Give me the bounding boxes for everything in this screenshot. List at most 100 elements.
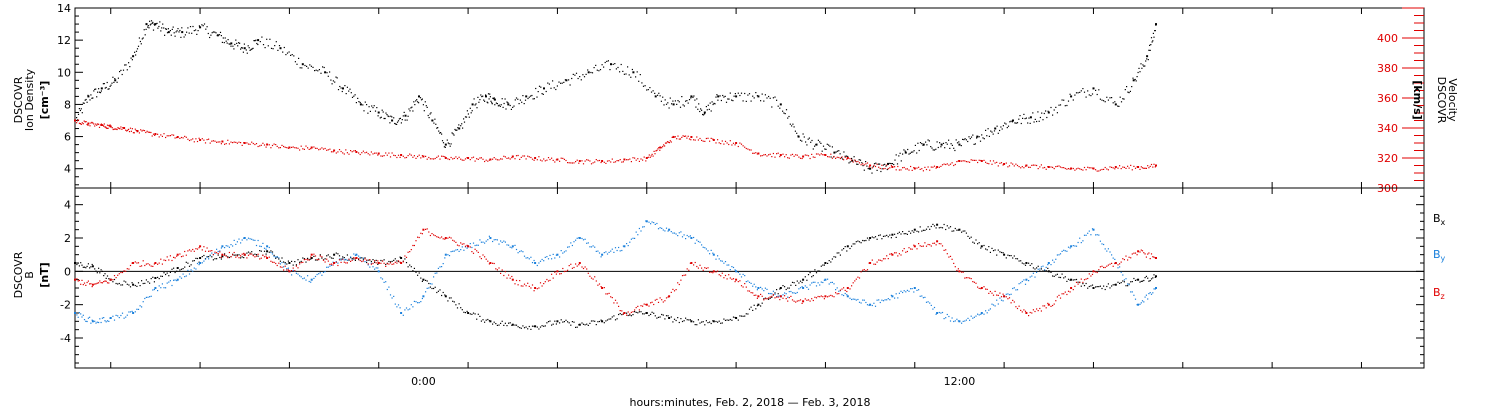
scatter-dot	[503, 274, 505, 277]
scatter-dot	[1122, 98, 1124, 100]
scatter-dot	[726, 264, 728, 266]
scatter-dot	[441, 133, 443, 135]
scatter-dot	[150, 295, 152, 297]
scatter-dot	[701, 244, 703, 246]
scatter-dot	[1080, 168, 1082, 171]
scatter-dot	[678, 138, 680, 140]
scatter-dot	[78, 279, 80, 282]
data-point	[757, 152, 760, 155]
scatter-dot	[152, 133, 155, 135]
scatter-dot	[236, 241, 238, 243]
scatter-dot	[962, 138, 964, 140]
scatter-dot	[1063, 277, 1065, 279]
scatter-dot	[1107, 248, 1109, 250]
scatter-dot	[948, 139, 950, 141]
scatter-dot	[606, 160, 609, 162]
scatter-dot	[632, 157, 634, 159]
scatter-dot	[94, 283, 96, 285]
scatter-dot	[1037, 310, 1039, 312]
scatter-dot	[723, 262, 725, 264]
scatter-dot	[814, 156, 816, 158]
scatter-dot	[92, 97, 94, 99]
scatter-dot	[697, 139, 699, 141]
scatter-dot	[343, 257, 345, 259]
scatter-dot	[868, 239, 870, 241]
scatter-dot	[1074, 169, 1076, 171]
scatter-dot	[173, 134, 175, 136]
scatter-dot	[637, 158, 639, 160]
scatter-dot	[804, 154, 806, 156]
scatter-dot	[887, 258, 889, 260]
scatter-dot	[939, 142, 941, 144]
scatter-dot	[812, 281, 814, 283]
scatter-dot	[302, 148, 304, 150]
scatter-dot	[804, 298, 806, 300]
scatter-dot	[1018, 118, 1020, 120]
scatter-dot	[413, 244, 415, 247]
scatter-dot	[94, 268, 96, 270]
scatter-dot	[410, 304, 412, 306]
scatter-dot	[130, 57, 132, 59]
scatter-dot	[120, 271, 122, 274]
scatter-dot	[862, 165, 864, 167]
scatter-dot	[1144, 296, 1146, 298]
scatter-dot	[335, 76, 337, 78]
scatter-dot	[696, 239, 698, 241]
scatter-dot	[777, 296, 779, 298]
scatter-dot	[1133, 277, 1135, 280]
scatter-dot	[742, 315, 744, 317]
scatter-dot	[405, 262, 408, 264]
scatter-dot	[1056, 112, 1058, 114]
scatter-dot	[706, 109, 708, 111]
scatter-dot	[1152, 277, 1154, 279]
scatter-dot	[530, 256, 532, 258]
scatter-dot	[99, 124, 102, 126]
scatter-dot	[790, 154, 792, 156]
scatter-dot	[965, 161, 967, 163]
scatter-dot	[380, 155, 382, 157]
scatter-dot	[701, 267, 703, 269]
scatter-dot	[215, 32, 217, 34]
data-point	[757, 295, 760, 298]
scatter-dot	[626, 159, 628, 161]
scatter-dot	[587, 242, 589, 244]
scatter-dot	[528, 325, 530, 328]
scatter-dot	[979, 140, 982, 142]
scatter-dot	[878, 234, 880, 237]
scatter-dot	[129, 286, 132, 288]
scatter-dot	[774, 297, 776, 299]
scatter-dot	[844, 246, 846, 248]
scatter-dot	[523, 283, 526, 285]
scatter-dot	[509, 246, 511, 248]
scatter-dot	[310, 148, 312, 150]
scatter-dot	[1018, 305, 1020, 307]
scatter-dot	[1141, 280, 1144, 282]
scatter-dot	[514, 283, 516, 285]
scatter-dot	[1010, 293, 1012, 295]
scatter-dot	[838, 252, 840, 254]
scatter-dot	[831, 157, 833, 159]
scatter-dot	[729, 318, 731, 321]
scatter-dot	[158, 262, 160, 264]
scatter-dot	[216, 141, 218, 143]
scatter-dot	[559, 256, 561, 258]
scatter-dot	[314, 147, 317, 149]
scatter-dot	[236, 255, 238, 257]
scatter-dot	[391, 260, 393, 262]
scatter-dot	[839, 157, 841, 160]
scatter-dot	[898, 169, 900, 171]
scatter-dot	[968, 136, 970, 138]
scatter-dot	[1009, 121, 1011, 123]
scatter-dot	[487, 239, 489, 241]
scatter-dot	[969, 319, 971, 321]
scatter-dot	[922, 245, 924, 247]
scatter-dot	[477, 158, 479, 160]
scatter-dot	[987, 128, 989, 130]
scatter-dot	[648, 154, 650, 156]
scatter-dot	[128, 131, 131, 133]
scatter-dot	[147, 131, 149, 133]
scatter-dot	[578, 162, 580, 164]
data-point	[1137, 278, 1140, 281]
scatter-dot	[660, 100, 662, 102]
scatter-dot	[653, 222, 655, 224]
